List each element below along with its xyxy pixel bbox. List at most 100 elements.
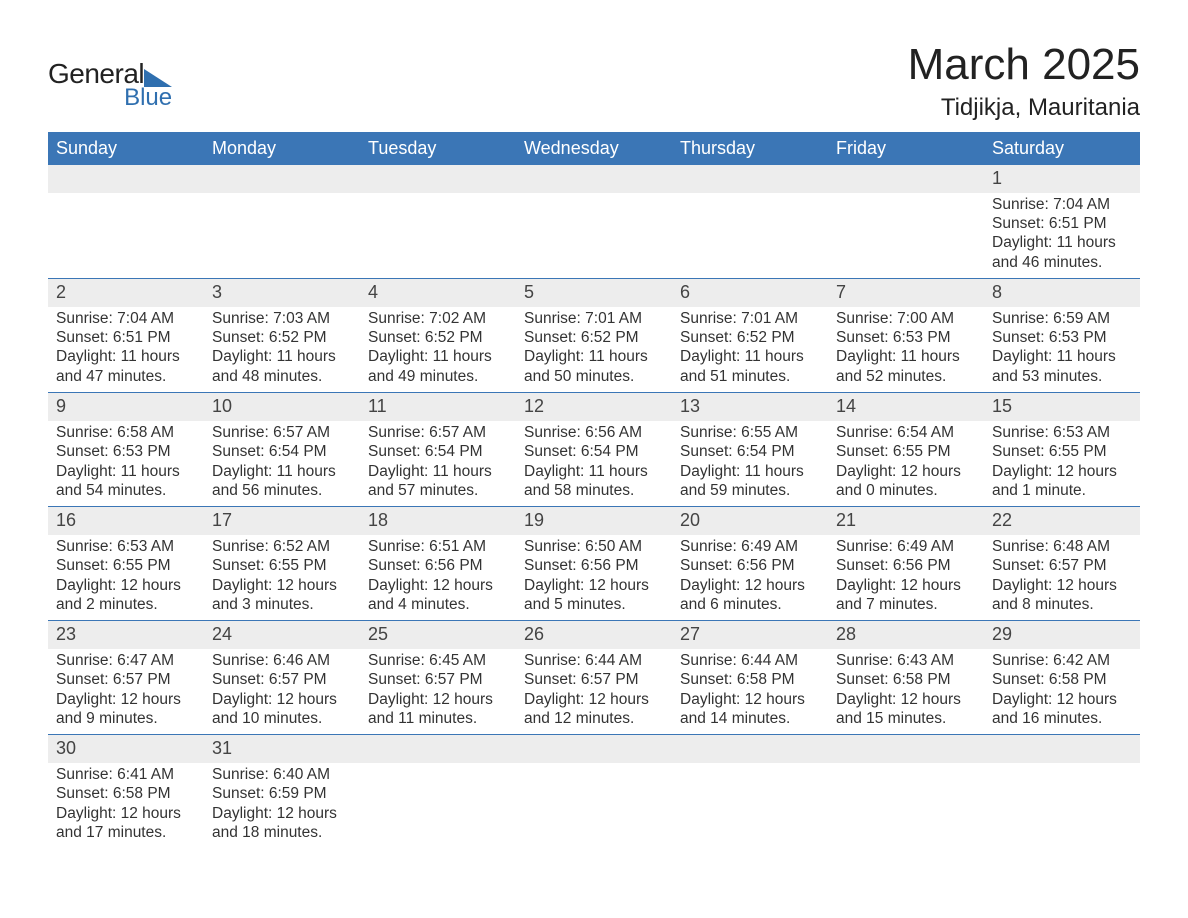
daylight-line: Daylight: 11 hours and 46 minutes. (992, 233, 1132, 272)
daylight-line: Daylight: 11 hours and 54 minutes. (56, 462, 196, 501)
day-number: 21 (828, 507, 984, 535)
sunrise-line: Sunrise: 6:46 AM (212, 651, 352, 670)
weekday-header: Wednesday (516, 132, 672, 165)
weekday-header: Monday (204, 132, 360, 165)
daylight-line: Daylight: 11 hours and 58 minutes. (524, 462, 664, 501)
sunset-line: Sunset: 6:55 PM (212, 556, 352, 575)
calendar-day-empty (204, 165, 360, 279)
day-number: 13 (672, 393, 828, 421)
calendar-day-empty (516, 735, 672, 849)
sunrise-line: Sunrise: 6:58 AM (56, 423, 196, 442)
calendar-day: 24Sunrise: 6:46 AMSunset: 6:57 PMDayligh… (204, 621, 360, 735)
calendar-day: 30Sunrise: 6:41 AMSunset: 6:58 PMDayligh… (48, 735, 204, 849)
sunrise-line: Sunrise: 6:59 AM (992, 309, 1132, 328)
sunrise-line: Sunrise: 6:49 AM (680, 537, 820, 556)
sunset-line: Sunset: 6:51 PM (992, 214, 1132, 233)
daylight-line: Daylight: 12 hours and 9 minutes. (56, 690, 196, 729)
calendar-day: 29Sunrise: 6:42 AMSunset: 6:58 PMDayligh… (984, 621, 1140, 735)
day-details: Sunrise: 6:40 AMSunset: 6:59 PMDaylight:… (204, 763, 360, 849)
calendar-day-empty (828, 735, 984, 849)
calendar-day-empty (984, 735, 1140, 849)
calendar-day-empty (516, 165, 672, 279)
calendar-week: 23Sunrise: 6:47 AMSunset: 6:57 PMDayligh… (48, 621, 1140, 735)
day-number: 7 (828, 279, 984, 307)
weekday-header: Friday (828, 132, 984, 165)
day-details: Sunrise: 6:59 AMSunset: 6:53 PMDaylight:… (984, 307, 1140, 393)
daylight-line: Daylight: 12 hours and 8 minutes. (992, 576, 1132, 615)
sunrise-line: Sunrise: 7:00 AM (836, 309, 976, 328)
day-details: Sunrise: 6:53 AMSunset: 6:55 PMDaylight:… (984, 421, 1140, 507)
sunset-line: Sunset: 6:52 PM (524, 328, 664, 347)
day-number: 3 (204, 279, 360, 307)
day-number: 1 (984, 165, 1140, 193)
daylight-line: Daylight: 12 hours and 18 minutes. (212, 804, 352, 843)
day-details: Sunrise: 6:58 AMSunset: 6:53 PMDaylight:… (48, 421, 204, 507)
calendar-day: 1 Sunrise: 7:04 AMSunset: 6:51 PMDaylight… (984, 165, 1140, 279)
sunset-line: Sunset: 6:57 PM (524, 670, 664, 689)
day-details: Sunrise: 6:41 AMSunset: 6:58 PMDaylight:… (48, 763, 204, 849)
day-number: 29 (984, 621, 1140, 649)
sunrise-line: Sunrise: 7:04 AM (992, 195, 1132, 214)
sunrise-line: Sunrise: 6:57 AM (368, 423, 508, 442)
sunset-line: Sunset: 6:57 PM (992, 556, 1132, 575)
calendar-day: 21Sunrise: 6:49 AMSunset: 6:56 PMDayligh… (828, 507, 984, 621)
day-details: Sunrise: 6:53 AMSunset: 6:55 PMDaylight:… (48, 535, 204, 621)
sunrise-line: Sunrise: 6:45 AM (368, 651, 508, 670)
sunrise-line: Sunrise: 7:03 AM (212, 309, 352, 328)
sunrise-line: Sunrise: 6:53 AM (992, 423, 1132, 442)
sunrise-line: Sunrise: 6:55 AM (680, 423, 820, 442)
daylight-line: Daylight: 12 hours and 1 minute. (992, 462, 1132, 501)
day-details: Sunrise: 6:42 AMSunset: 6:58 PMDaylight:… (984, 649, 1140, 735)
calendar-day-empty (672, 735, 828, 849)
calendar-week: 1 Sunrise: 7:04 AMSunset: 6:51 PMDaylight… (48, 165, 1140, 279)
sunrise-line: Sunrise: 6:40 AM (212, 765, 352, 784)
day-number: 12 (516, 393, 672, 421)
day-details: Sunrise: 6:57 AMSunset: 6:54 PMDaylight:… (360, 421, 516, 507)
sunrise-line: Sunrise: 6:47 AM (56, 651, 196, 670)
day-details: Sunrise: 6:44 AMSunset: 6:58 PMDaylight:… (672, 649, 828, 735)
day-details: Sunrise: 6:49 AMSunset: 6:56 PMDaylight:… (672, 535, 828, 621)
sunset-line: Sunset: 6:58 PM (836, 670, 976, 689)
calendar-day: 9Sunrise: 6:58 AMSunset: 6:53 PMDaylight… (48, 393, 204, 507)
day-number: 20 (672, 507, 828, 535)
day-number: 6 (672, 279, 828, 307)
sunset-line: Sunset: 6:54 PM (680, 442, 820, 461)
day-number-empty (828, 735, 984, 763)
calendar-day: 19Sunrise: 6:50 AMSunset: 6:56 PMDayligh… (516, 507, 672, 621)
day-number-empty (828, 165, 984, 193)
daylight-line: Daylight: 12 hours and 0 minutes. (836, 462, 976, 501)
day-number: 17 (204, 507, 360, 535)
daylight-line: Daylight: 11 hours and 47 minutes. (56, 347, 196, 386)
daylight-line: Daylight: 12 hours and 2 minutes. (56, 576, 196, 615)
calendar-table: SundayMondayTuesdayWednesdayThursdayFrid… (48, 132, 1140, 849)
sunset-line: Sunset: 6:56 PM (368, 556, 508, 575)
daylight-line: Daylight: 11 hours and 50 minutes. (524, 347, 664, 386)
sunset-line: Sunset: 6:56 PM (524, 556, 664, 575)
day-number: 15 (984, 393, 1140, 421)
calendar-day: 22Sunrise: 6:48 AMSunset: 6:57 PMDayligh… (984, 507, 1140, 621)
sunset-line: Sunset: 6:55 PM (992, 442, 1132, 461)
calendar-day: 18Sunrise: 6:51 AMSunset: 6:56 PMDayligh… (360, 507, 516, 621)
sunset-line: Sunset: 6:52 PM (680, 328, 820, 347)
daylight-line: Daylight: 12 hours and 12 minutes. (524, 690, 664, 729)
calendar-day: 11Sunrise: 6:57 AMSunset: 6:54 PMDayligh… (360, 393, 516, 507)
day-number: 19 (516, 507, 672, 535)
weekday-header: Thursday (672, 132, 828, 165)
calendar-day-empty (48, 165, 204, 279)
weekday-header: Tuesday (360, 132, 516, 165)
calendar-week: 9Sunrise: 6:58 AMSunset: 6:53 PMDaylight… (48, 393, 1140, 507)
sunset-line: Sunset: 6:54 PM (524, 442, 664, 461)
calendar-day: 15Sunrise: 6:53 AMSunset: 6:55 PMDayligh… (984, 393, 1140, 507)
day-number: 10 (204, 393, 360, 421)
daylight-line: Daylight: 12 hours and 7 minutes. (836, 576, 976, 615)
sunrise-line: Sunrise: 7:01 AM (680, 309, 820, 328)
calendar-week: 30Sunrise: 6:41 AMSunset: 6:58 PMDayligh… (48, 735, 1140, 849)
day-details: Sunrise: 6:50 AMSunset: 6:56 PMDaylight:… (516, 535, 672, 621)
calendar-day: 5Sunrise: 7:01 AMSunset: 6:52 PMDaylight… (516, 279, 672, 393)
sunrise-line: Sunrise: 6:53 AM (56, 537, 196, 556)
daylight-line: Daylight: 11 hours and 53 minutes. (992, 347, 1132, 386)
sunset-line: Sunset: 6:54 PM (212, 442, 352, 461)
day-number: 16 (48, 507, 204, 535)
day-number-empty (516, 165, 672, 193)
location: Tidjikja, Mauritania (908, 94, 1140, 122)
